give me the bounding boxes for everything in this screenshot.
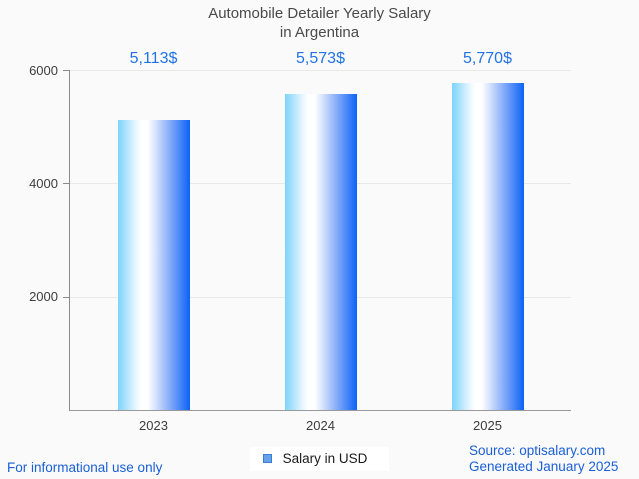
source-link[interactable]: Source: optisalary.com bbox=[469, 443, 606, 458]
bar-value-label: 5,770$ bbox=[463, 50, 512, 67]
chart-title: Automobile Detailer Yearly Salary in Arg… bbox=[0, 4, 639, 42]
disclaimer-text: For informational use only bbox=[7, 460, 163, 475]
y-axis-tick bbox=[63, 183, 70, 185]
x-axis-tick-label: 2025 bbox=[473, 418, 502, 433]
chart-title-line1: Automobile Detailer Yearly Salary bbox=[208, 5, 431, 22]
y-axis-tick bbox=[63, 70, 70, 71]
y-axis-tick-label: 6000 bbox=[29, 62, 58, 78]
chart-title-line2: in Argentina bbox=[279, 24, 360, 41]
x-axis-tick-label: 2024 bbox=[306, 418, 335, 433]
bar-value-label: 5,573$ bbox=[296, 50, 345, 67]
y-axis-tick bbox=[63, 296, 70, 298]
y-axis-tick-label: 4000 bbox=[29, 175, 58, 191]
bar bbox=[284, 94, 357, 410]
gridline bbox=[70, 70, 571, 71]
y-axis-tick-label: 2000 bbox=[29, 289, 58, 305]
generated-date: Generated January 2025 bbox=[469, 459, 619, 474]
legend: Salary in USD bbox=[0, 447, 639, 471]
attribution-block: Source: optisalary.com Generated January… bbox=[469, 443, 618, 475]
x-axis-tick-label: 2023 bbox=[139, 418, 168, 433]
plot-area: 2000 4000 6000 5,113$ 2023 5,573$ 2024 5,770$ 20… bbox=[29, 51, 571, 433]
bar bbox=[117, 120, 190, 410]
bar-value-label: 5,113$ bbox=[129, 50, 178, 67]
legend-label: Salary in USD bbox=[282, 451, 368, 466]
bar bbox=[451, 83, 524, 410]
legend-marker-icon bbox=[262, 454, 272, 463]
legend-pill: Salary in USD bbox=[249, 447, 390, 471]
